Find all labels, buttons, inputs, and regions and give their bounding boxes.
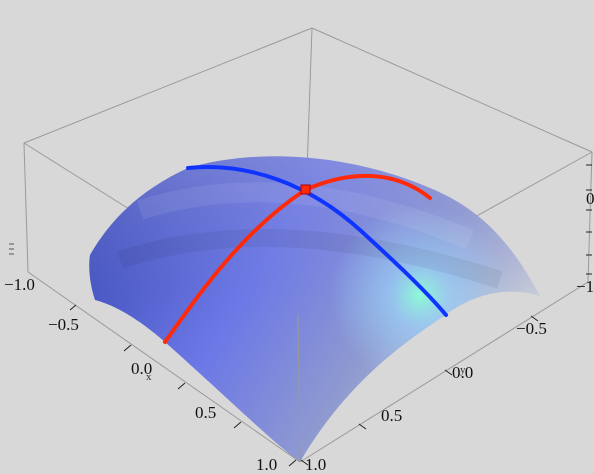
y-tick-label: −1.0 [4,275,35,294]
y-axis-letter: y [460,364,466,376]
bounding-box-front [27,271,589,463]
y-tick-label: 1.0 [305,455,326,474]
intersection-marker [300,184,311,195]
z-axis-labels: −1 0 [576,189,594,296]
y-axis-ticks [300,315,539,466]
z-tick-label: −1 [576,277,594,296]
x-axis-letter: x [146,371,152,383]
x-tick-label: −0.5 [48,315,79,334]
y-tick-label: 0.0 [452,363,473,382]
x-tick-label: 0.5 [195,403,216,422]
z-tick-label: 0 [586,189,594,208]
left-axis-stub [9,243,14,255]
surface [89,156,541,462]
x-tick-label: 0.0 [131,359,152,378]
blue-curve [186,165,448,317]
red-curve [163,173,432,344]
z-axis-ticks [586,164,592,275]
x-axis-labels: −0.5 0.0 0.5 1.0 x [48,315,277,474]
x-axis-ticks [69,304,297,467]
y-axis-labels: −1.0 −0.5 0.0 0.5 1.0 y [4,275,547,474]
x-tick-label: 1.0 [256,455,277,474]
y-tick-label: −0.5 [516,319,547,338]
y-tick-label: 0.5 [381,406,402,425]
